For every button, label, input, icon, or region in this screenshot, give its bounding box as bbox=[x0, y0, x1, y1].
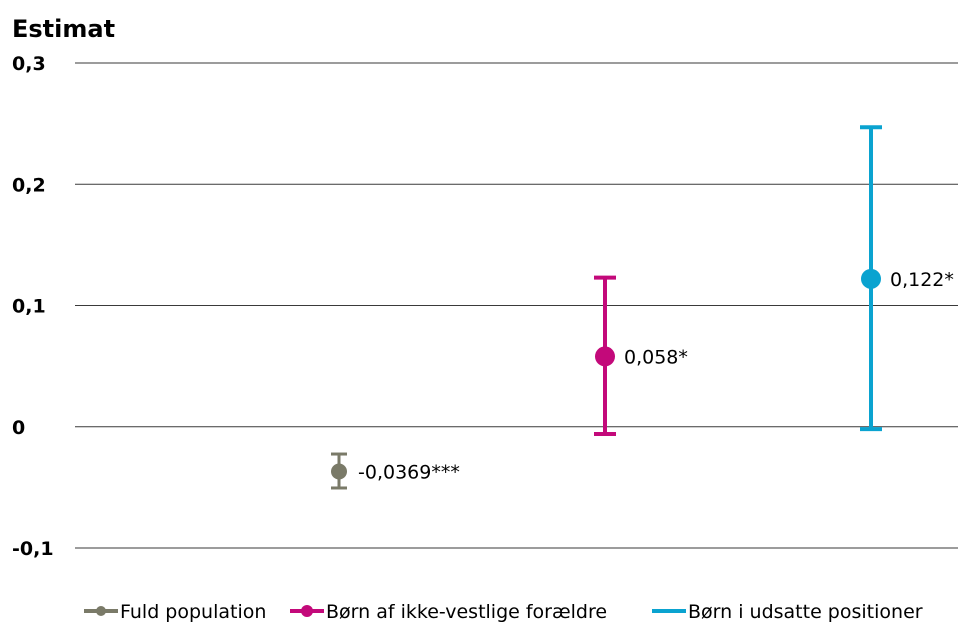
legend-label: Børn i udsatte positioner bbox=[688, 601, 923, 623]
y-tick-label: 0,2 bbox=[12, 174, 46, 196]
series-2: 0,058* bbox=[594, 275, 688, 437]
estimate-point bbox=[861, 268, 881, 289]
series-3: 0,122* bbox=[860, 125, 954, 432]
y-tick-label: 0 bbox=[12, 417, 25, 439]
data-label: -0,0369*** bbox=[358, 461, 460, 483]
legend-swatch-marker bbox=[301, 605, 313, 617]
series-layer: -0,0369*** 0,058* 0,122* bbox=[331, 125, 954, 490]
series-1: -0,0369*** bbox=[331, 452, 460, 490]
data-label: 0,122* bbox=[890, 269, 954, 291]
y-tick-label: -0,1 bbox=[12, 538, 54, 560]
y-tick-label: 0,3 bbox=[12, 53, 46, 75]
legend-item: Børn i udsatte positioner bbox=[652, 601, 923, 623]
gridlines bbox=[75, 62, 958, 549]
estimate-point bbox=[595, 346, 615, 367]
y-tick-label: 0,1 bbox=[12, 296, 46, 318]
y-tick-labels: -0,1 0 0,1 0,2 0,3 bbox=[12, 53, 54, 560]
data-label: 0,058* bbox=[624, 346, 688, 368]
legend: Fuld population Børn af ikke-vestlige for… bbox=[84, 601, 923, 623]
estimate-point bbox=[331, 463, 347, 480]
y-axis-title: Estimat bbox=[12, 15, 115, 43]
legend-item: Fuld population bbox=[84, 601, 266, 623]
legend-swatch-marker bbox=[96, 606, 106, 616]
legend-label: Fuld population bbox=[120, 601, 266, 623]
legend-label: Børn af ikke-vestlige forældre bbox=[326, 601, 607, 623]
legend-item: Børn af ikke-vestlige forældre bbox=[290, 601, 607, 623]
